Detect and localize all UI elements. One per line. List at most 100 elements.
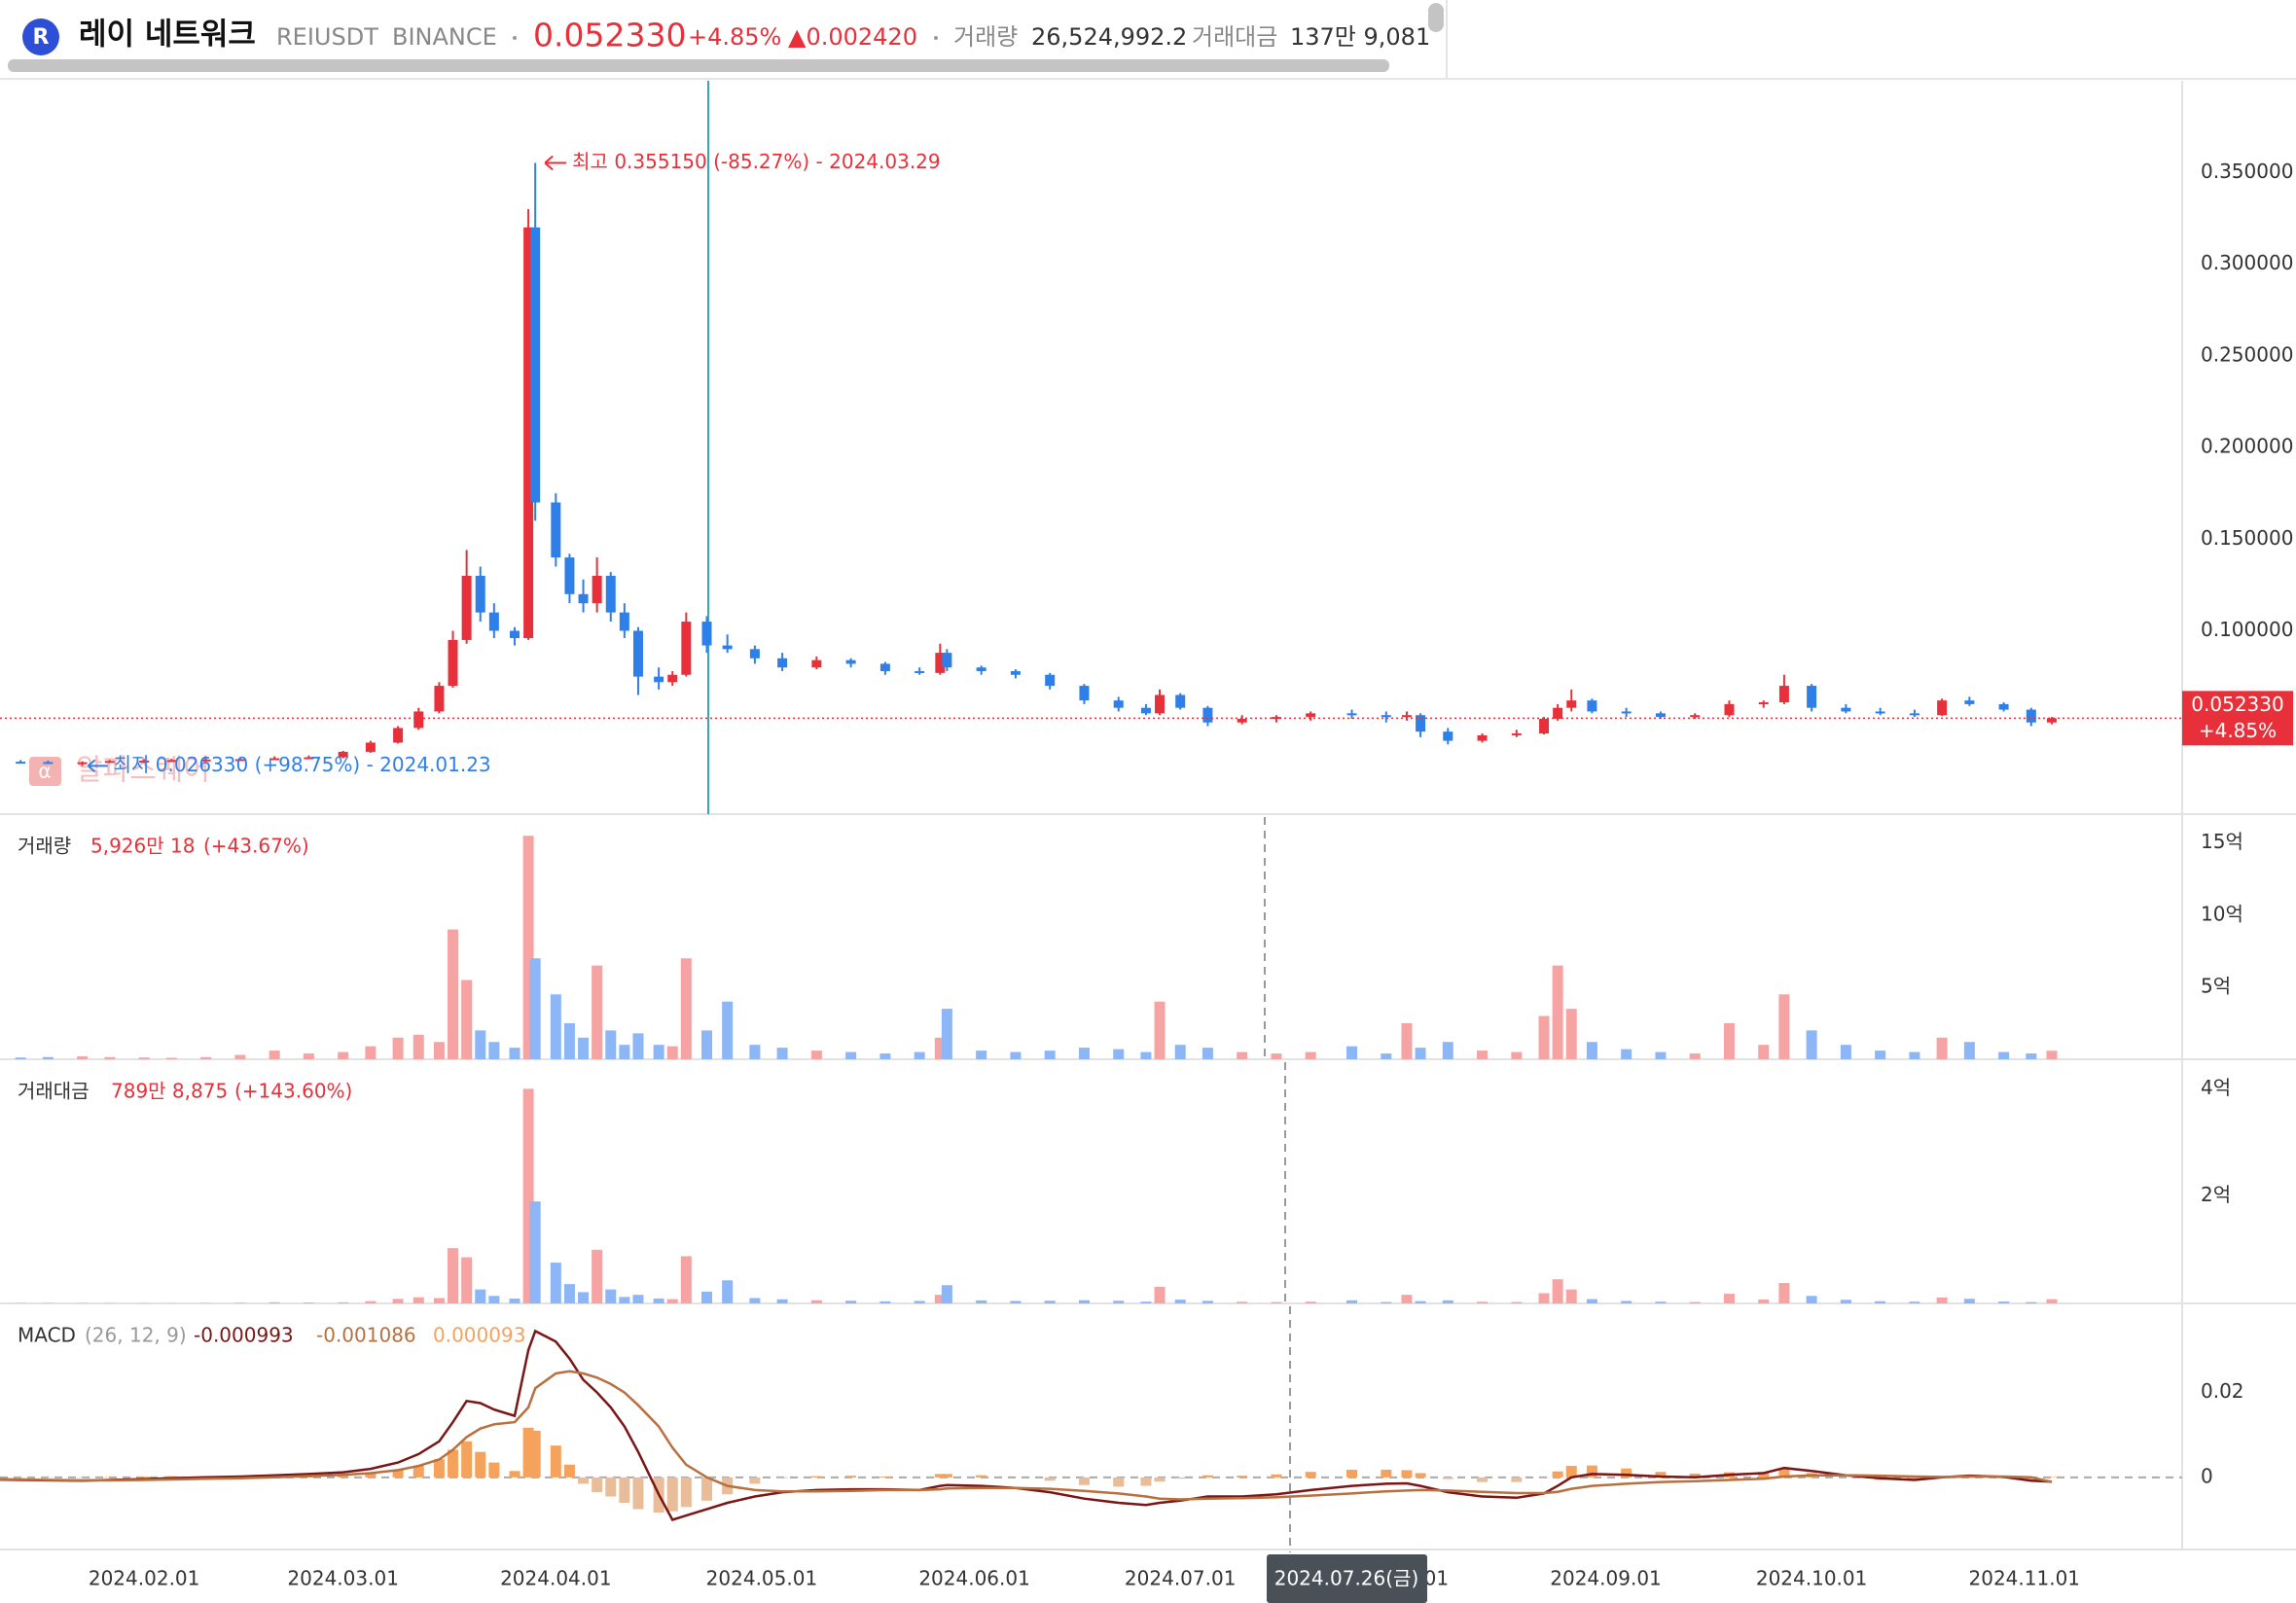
candle-body (1202, 707, 1213, 723)
candle-body (915, 670, 925, 673)
h-scrollbar[interactable] (8, 59, 1389, 72)
bar (2026, 1301, 2037, 1303)
histogram-bar (1044, 1477, 1056, 1481)
bar (1202, 1048, 1213, 1059)
bar (433, 1298, 445, 1303)
bar (680, 958, 692, 1059)
candle-body (1079, 686, 1090, 701)
pane-params: (26, 12, 9) (85, 1324, 187, 1347)
bar (1909, 1301, 1920, 1303)
bar (810, 1300, 822, 1303)
bar (701, 1030, 713, 1059)
bar (1237, 1051, 1248, 1059)
bar (1237, 1301, 1248, 1303)
bar (1806, 1296, 1817, 1303)
bar (592, 965, 603, 1059)
histogram-bar (1113, 1477, 1125, 1487)
bar (1538, 1293, 1550, 1303)
bar (509, 1048, 520, 1059)
pane-change: (+43.67%) (203, 835, 309, 858)
y-tick-label: 0.150000 (2201, 526, 2293, 550)
candle-body (777, 658, 788, 668)
bar (776, 1048, 788, 1059)
candle-body (2026, 709, 2036, 723)
x-tick-label: 2024.05.01 (706, 1567, 818, 1590)
histogram-bar (1271, 1474, 1282, 1478)
bar (666, 1299, 678, 1303)
pane-title: 거래량 (18, 835, 71, 858)
candle-body (1553, 707, 1563, 719)
bar (914, 1300, 925, 1303)
candle-body (488, 612, 499, 631)
candle-body (1566, 700, 1577, 708)
dot (934, 36, 938, 40)
candle-body (1875, 711, 1885, 714)
dot (513, 36, 517, 40)
histogram-bar (879, 1476, 891, 1478)
bar (138, 1057, 150, 1059)
y-tick-label: 0.02 (2201, 1379, 2244, 1403)
coin-name: 레이 네트워크 (79, 18, 256, 53)
bar (392, 1299, 404, 1303)
bar (632, 1033, 644, 1059)
histogram-bar (563, 1464, 575, 1478)
bar (200, 1056, 212, 1059)
y-tick-label: 5억 (2201, 974, 2231, 997)
price: 0.052330 (533, 17, 686, 54)
bar (488, 1042, 500, 1059)
symbol: REIUSDT (276, 23, 378, 51)
pane-value: 789만 8,875 (111, 1080, 228, 1103)
v-scrollbar[interactable] (1428, 3, 1444, 32)
low-arrow (87, 759, 108, 773)
bar (461, 980, 473, 1059)
x-tick-label: 2024.04.01 (500, 1567, 612, 1590)
bar (1723, 1022, 1735, 1059)
macd-legend-value: -0.000993 (194, 1324, 294, 1347)
x-tick-label: 2024.06.01 (918, 1567, 1030, 1590)
candle-body (722, 645, 733, 650)
bar (1689, 1301, 1701, 1303)
histogram-bar (1078, 1477, 1090, 1485)
candle-body (1443, 731, 1453, 741)
bar (1174, 1300, 1186, 1303)
histogram-bar (1655, 1472, 1667, 1478)
bar (1586, 1299, 1597, 1303)
histogram-bar (749, 1477, 761, 1484)
bar (1202, 1300, 1213, 1303)
bar (1875, 1300, 1886, 1303)
macd-line (0, 1370, 2053, 1501)
bar (666, 1046, 678, 1059)
bar (448, 929, 459, 1059)
histogram-bar (365, 1473, 377, 1478)
bar (1909, 1051, 1920, 1059)
price-tag (2182, 691, 2293, 746)
bar (1078, 1300, 1090, 1303)
bar (1723, 1294, 1735, 1303)
candle-body (578, 593, 589, 604)
candle-body (413, 711, 424, 729)
bar (976, 1051, 987, 1059)
histogram-bar (1140, 1477, 1152, 1486)
macd-legend-value: -0.001086 (316, 1324, 416, 1347)
bar (722, 1001, 734, 1059)
x-tick-label: 2024.09.01 (1550, 1567, 1662, 1590)
bar (1511, 1051, 1523, 1059)
bar (1044, 1051, 1056, 1059)
candle-body (1807, 686, 1817, 708)
bar (941, 1285, 952, 1303)
candle-body (1539, 718, 1550, 734)
y-tick-label: 15억 (2201, 830, 2243, 853)
y-tick-label: 10억 (2201, 902, 2243, 925)
candle-body (448, 639, 458, 687)
bar (879, 1300, 891, 1303)
histogram-bar (632, 1477, 644, 1510)
bar (448, 1248, 459, 1303)
bar (488, 1296, 500, 1303)
bar (722, 1280, 734, 1303)
candle-body (1724, 703, 1735, 716)
histogram-bar (488, 1462, 500, 1478)
candle-body (1306, 713, 1316, 718)
bar (749, 1298, 761, 1303)
bar (1271, 1301, 1282, 1303)
histogram-bar (666, 1477, 678, 1512)
